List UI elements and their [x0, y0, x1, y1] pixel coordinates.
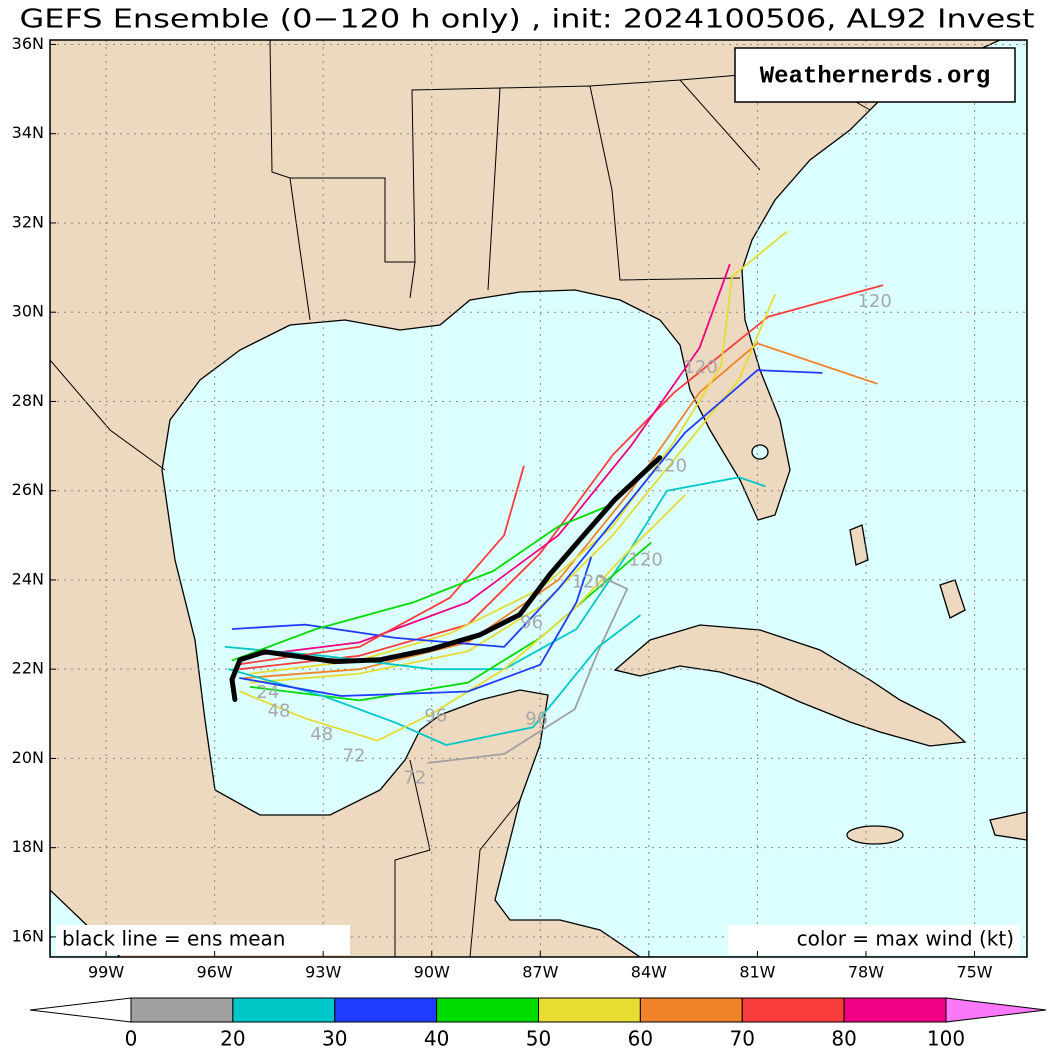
member-track — [242, 342, 878, 679]
member-track — [235, 465, 525, 666]
hour-label: 48 — [268, 701, 291, 722]
mean-track — [229, 455, 663, 702]
colorbar-segment — [843, 997, 947, 1023]
y-tick-label: 24N — [12, 569, 44, 588]
mean-label: black line = ens mean — [62, 927, 286, 951]
colorbar-label: 100 — [927, 1027, 965, 1051]
hour-label: 120 — [857, 291, 891, 312]
hour-label: 120 — [683, 357, 717, 378]
hispaniola — [989, 811, 1027, 841]
hour-label: 96 — [520, 612, 543, 633]
colorbar-label: 60 — [628, 1027, 653, 1051]
border — [394, 759, 431, 957]
colorbar-segment — [436, 997, 539, 1023]
color-label: color = max wind (kt) — [797, 927, 1014, 951]
colorbar: 0 20 30 40 50 60 70 80 100 — [29, 997, 1047, 1051]
y-tick-label: 26N — [12, 480, 44, 499]
cuba — [613, 624, 967, 747]
x-tick-label: 93W — [305, 963, 341, 982]
hour-label: 120 — [572, 572, 606, 593]
colorbar-label: 50 — [526, 1027, 551, 1051]
hour-label: 120 — [653, 456, 687, 477]
hour-label: 24 — [256, 682, 279, 703]
member-track — [231, 503, 614, 662]
y-tick-label: 30N — [12, 302, 44, 321]
border — [289, 177, 311, 321]
border — [411, 87, 501, 291]
member-track — [249, 293, 776, 684]
y-tick-label: 36N — [12, 34, 44, 53]
member-track — [231, 369, 823, 648]
x-tick-label: 87W — [522, 963, 558, 982]
x-tick-label: 84W — [631, 963, 667, 982]
member-track — [228, 614, 641, 746]
chart-title: GEFS Ensemble (0−120 h only) , init: 202… — [20, 5, 1035, 35]
ocean — [161, 40, 1027, 957]
axes: 99W 96W 93W 90W 87W 84W 81W 78W 75W 16N 18N 20N 22N 2… — [12, 34, 993, 982]
colorbar-label: 80 — [831, 1027, 856, 1051]
y-tick-label: 16N — [12, 926, 44, 945]
x-tick-label: 75W — [956, 963, 992, 982]
colorbar-segment — [130, 997, 234, 1023]
x-tick-label: 90W — [414, 963, 450, 982]
x-tick-label: 96W — [197, 963, 233, 982]
bahamas — [939, 579, 966, 619]
jamaica — [846, 825, 904, 845]
colorbar-segment — [334, 997, 438, 1023]
y-tick-label: 28N — [12, 391, 44, 410]
x-tick-label: 81W — [739, 963, 775, 982]
colorbar-segment — [232, 997, 336, 1023]
member-track — [239, 556, 592, 697]
colorbar-segment — [741, 997, 845, 1023]
hour-label: 48 — [310, 724, 333, 745]
plot-frame — [49, 39, 1028, 958]
x-tick-label: 78W — [848, 963, 884, 982]
member-track — [249, 263, 731, 657]
hour-label: 96 — [424, 705, 447, 726]
y-tick-label: 34N — [12, 123, 44, 142]
colorbar-over — [945, 997, 1047, 1023]
colorbar-segment — [639, 997, 743, 1023]
colorbar-label: 40 — [424, 1027, 449, 1051]
border — [50, 359, 166, 471]
member-track — [249, 230, 788, 675]
label-box — [728, 925, 1020, 955]
x-tick-label: 99W — [88, 963, 124, 982]
member-track — [239, 284, 884, 671]
colorbar-label: 0 — [125, 1027, 138, 1051]
lake — [751, 444, 769, 460]
colorbar-label: 20 — [220, 1027, 245, 1051]
hour-label: 72 — [403, 768, 426, 789]
watermark-box — [734, 47, 1016, 103]
hour-label: 120 — [628, 550, 662, 571]
watermark: Weathernerds.org — [760, 63, 990, 90]
border — [469, 799, 521, 957]
colorbar-segment — [538, 997, 641, 1023]
member-track — [249, 542, 652, 702]
member-track — [427, 574, 629, 764]
colorbar-under — [29, 997, 132, 1023]
hour-label: 96 — [525, 709, 548, 730]
colorbar-label: 30 — [322, 1027, 347, 1051]
colorbar-label: 70 — [730, 1027, 755, 1051]
border — [499, 85, 741, 281]
y-tick-label: 18N — [12, 837, 44, 856]
y-tick-label: 22N — [12, 659, 44, 678]
y-tick-label: 20N — [12, 748, 44, 767]
grid — [50, 40, 1027, 957]
label-box — [56, 925, 350, 955]
hour-label: 72 — [343, 746, 366, 767]
bahamas — [849, 524, 869, 566]
y-tick-label: 32N — [12, 212, 44, 231]
